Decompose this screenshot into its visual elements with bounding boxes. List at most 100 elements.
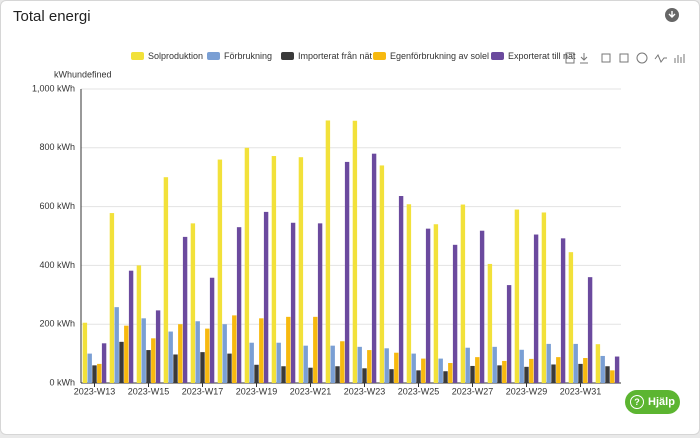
legend-swatch[interactable] xyxy=(207,52,220,60)
bar xyxy=(389,369,394,383)
y-tick-label: 600 kWh xyxy=(39,201,75,211)
bar xyxy=(438,358,443,383)
legend-label[interactable]: Förbrukning xyxy=(224,51,272,61)
legend-swatch[interactable] xyxy=(491,52,504,60)
bar xyxy=(281,366,286,383)
bar xyxy=(109,213,115,383)
bar xyxy=(416,370,421,383)
bar xyxy=(286,316,291,383)
bar xyxy=(325,120,331,383)
bar xyxy=(313,316,318,383)
bar xyxy=(124,325,129,383)
bar xyxy=(448,363,453,383)
bar xyxy=(155,310,161,383)
x-tick-label: 2023-W21 xyxy=(290,386,332,396)
bar xyxy=(529,358,534,383)
bar xyxy=(379,165,385,383)
bar xyxy=(560,238,566,383)
bar xyxy=(254,364,259,383)
bar xyxy=(101,343,107,383)
bar xyxy=(556,357,561,383)
bar xyxy=(479,230,485,383)
y-tick-label: 400 kWh xyxy=(39,260,75,270)
toolbar[interactable] xyxy=(565,52,685,64)
bar xyxy=(433,224,439,383)
y-tick-label: 200 kWh xyxy=(39,319,75,329)
legend-swatch[interactable] xyxy=(281,52,294,60)
x-tick-label: 2023-W15 xyxy=(128,386,170,396)
bar xyxy=(497,365,502,383)
bar xyxy=(82,322,88,383)
bar xyxy=(195,321,200,383)
bar xyxy=(182,236,188,383)
legend-label[interactable]: Egenförbrukning av solel xyxy=(390,51,489,61)
bar xyxy=(443,371,448,383)
bar xyxy=(244,147,250,383)
bar xyxy=(303,345,308,383)
bar xyxy=(578,363,583,383)
bar xyxy=(610,370,615,383)
bar xyxy=(317,223,323,383)
bar xyxy=(263,211,269,383)
bar xyxy=(357,346,362,383)
bar xyxy=(502,360,507,383)
bar xyxy=(475,357,480,383)
bar xyxy=(519,349,524,383)
bar xyxy=(506,285,512,383)
bar xyxy=(605,366,610,383)
bar xyxy=(411,353,416,383)
bar xyxy=(209,277,215,383)
bar xyxy=(470,365,475,383)
bar xyxy=(452,244,458,383)
legend-label[interactable]: Solproduktion xyxy=(148,51,203,61)
bar xyxy=(114,307,119,383)
bar xyxy=(128,270,134,383)
bar xyxy=(92,365,97,383)
bar xyxy=(97,363,102,383)
bar xyxy=(290,222,296,383)
x-tick-label: 2023-W27 xyxy=(452,386,494,396)
bar xyxy=(227,353,232,383)
bar xyxy=(200,352,205,383)
bar xyxy=(568,252,574,383)
bar xyxy=(298,157,304,383)
bar xyxy=(236,227,242,383)
bar xyxy=(587,277,593,383)
bar xyxy=(384,348,389,383)
bar xyxy=(425,228,431,383)
bar xyxy=(394,352,399,383)
download-icon[interactable] xyxy=(665,8,679,22)
legend-label[interactable]: Exporterat till nät xyxy=(508,51,576,61)
bar xyxy=(421,358,426,383)
bar xyxy=(514,209,520,383)
bar xyxy=(178,324,183,383)
bar xyxy=(524,366,529,383)
x-tick-label: 2023-W13 xyxy=(74,386,116,396)
bar xyxy=(371,153,377,383)
legend-label[interactable]: Importerat från nät xyxy=(298,51,373,61)
help-label: Hjälp xyxy=(648,396,675,408)
bar xyxy=(465,347,470,383)
x-tick-label: 2023-W29 xyxy=(506,386,548,396)
bar xyxy=(573,343,578,383)
help-icon: ? xyxy=(630,395,645,409)
bar xyxy=(271,156,277,383)
bar xyxy=(168,331,173,383)
bar xyxy=(406,204,412,383)
bar xyxy=(352,120,358,383)
bar xyxy=(136,265,142,383)
y-tick-label: 1,000 kWh xyxy=(32,83,75,93)
bar xyxy=(222,324,227,383)
bar xyxy=(492,346,497,383)
bar xyxy=(146,350,151,383)
legend-swatch[interactable] xyxy=(131,52,144,60)
bar xyxy=(205,328,210,383)
bar xyxy=(151,338,156,383)
y-axis-label: kWhundefined xyxy=(54,69,112,79)
help-button[interactable]: ? Hjälp xyxy=(625,390,680,414)
bar xyxy=(367,350,372,383)
legend-swatch[interactable] xyxy=(373,52,386,60)
bar xyxy=(340,341,345,383)
